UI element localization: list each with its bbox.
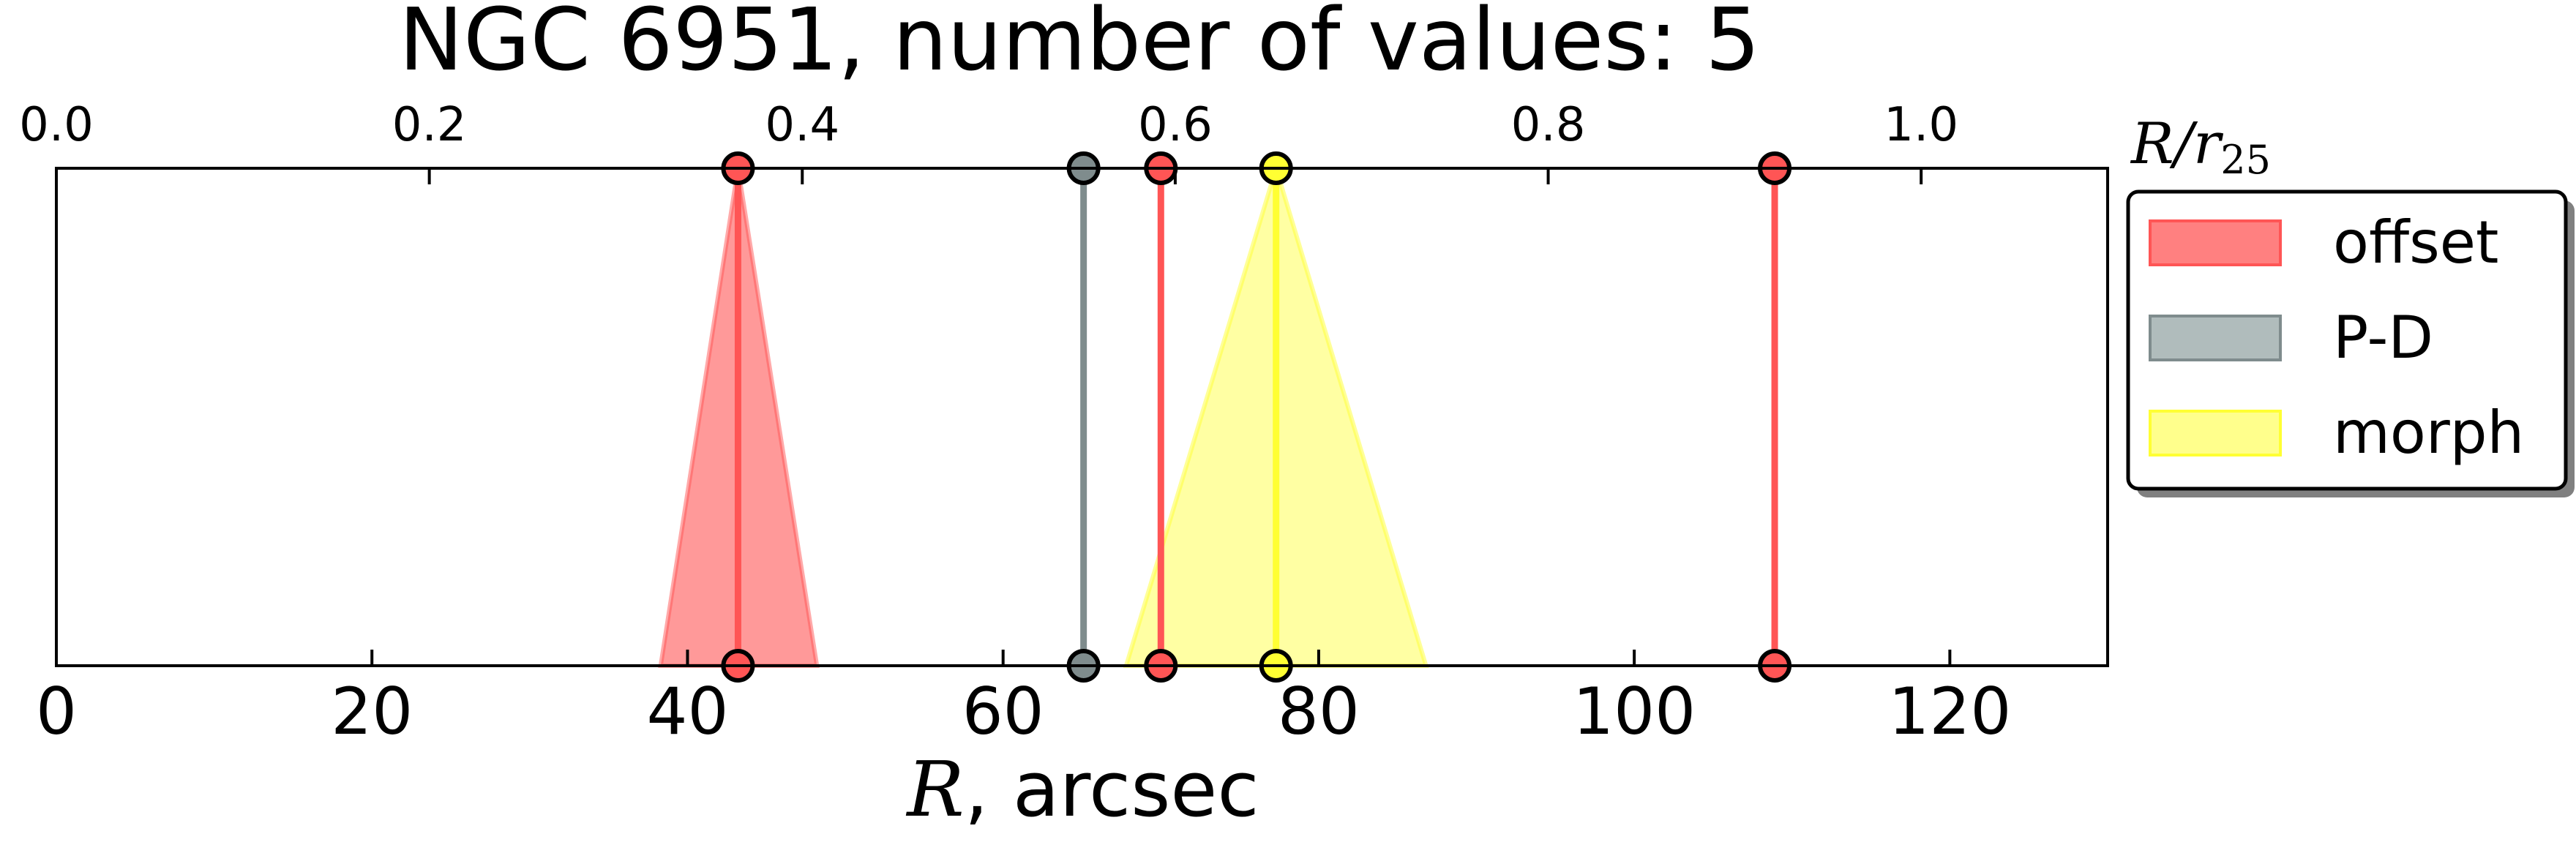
top-axis-label-var: R/r bbox=[2130, 111, 2224, 177]
x-tick-label: 120 bbox=[1888, 674, 2011, 749]
x-tick-label: 40 bbox=[646, 674, 728, 749]
top-tick-label: 0.4 bbox=[765, 98, 839, 152]
legend-swatch-offset bbox=[2149, 219, 2282, 266]
plot-frame bbox=[55, 167, 2109, 667]
legend-label-offset: offset bbox=[2333, 208, 2498, 277]
x-tick-label: 0 bbox=[36, 674, 77, 749]
x-tick-label: 20 bbox=[331, 674, 413, 749]
top-tick-label: 0.6 bbox=[1138, 98, 1213, 152]
x-axis-label-var: R bbox=[905, 745, 964, 834]
top-tick-label: 0.0 bbox=[19, 98, 94, 152]
legend: offset P-D morph bbox=[2126, 189, 2575, 497]
x-tick-label: 60 bbox=[962, 674, 1044, 749]
legend-label-morph: morph bbox=[2333, 399, 2524, 467]
top-axis-label: R/r25 bbox=[2130, 111, 2271, 183]
chart-title: NGC 6951, number of values: 5 bbox=[399, 0, 1760, 90]
legend-swatch-morph bbox=[2149, 410, 2282, 456]
legend-swatch-P-D bbox=[2149, 315, 2282, 361]
x-tick-label: 100 bbox=[1573, 674, 1696, 749]
top-tick-label: 1.0 bbox=[1884, 98, 1958, 152]
x-tick-label: 80 bbox=[1278, 674, 1360, 749]
legend-label-P-D: P-D bbox=[2333, 304, 2433, 372]
top-tick-label: 0.2 bbox=[392, 98, 467, 152]
top-axis-label-sub: 25 bbox=[2220, 137, 2271, 183]
axes: 0 20 40 60 80 100 120 0.0 0.2 0.4 0.6 0.8 1.0 bbox=[19, 98, 2109, 749]
x-axis-label-unit: , arcsec bbox=[965, 745, 1259, 834]
top-tick-label: 0.8 bbox=[1511, 98, 1586, 152]
x-axis-label: R, arcsec bbox=[905, 745, 1259, 834]
